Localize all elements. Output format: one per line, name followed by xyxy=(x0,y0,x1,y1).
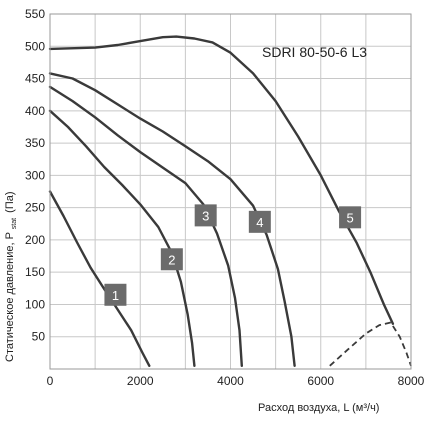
y-axis-title-unit: (Па) xyxy=(4,191,16,212)
y-tick-label: 50 xyxy=(32,330,46,344)
curve-4 xyxy=(48,72,296,367)
y-tick-label: 500 xyxy=(25,39,45,53)
y-tick-label: 450 xyxy=(25,72,45,86)
curve-5 xyxy=(48,35,395,325)
y-tick-label: 200 xyxy=(25,233,45,247)
x-axis-title-text: Расход воздуха, L (м³/ч) xyxy=(258,402,379,414)
y-tick-label: 300 xyxy=(25,168,45,182)
curve-label-text: 1 xyxy=(112,288,119,303)
x-tick-label: 6000 xyxy=(307,374,334,388)
y-tick-labels: 50 100 150 200 250 300 350 400 450 500 550 xyxy=(25,7,45,344)
curve-label-badge xyxy=(104,283,127,306)
x-tick-label: 0 xyxy=(47,374,54,388)
y-tick-label: 100 xyxy=(25,297,45,311)
y-axis-title: Статическое давление, P stat (Па) xyxy=(4,191,19,362)
x-tick-labels: 0 2000 4000 6000 8000 xyxy=(47,374,425,388)
y-axis-title-sub: stat xyxy=(11,218,18,229)
curve-label-text: 2 xyxy=(168,252,175,267)
curve-label-badge xyxy=(248,210,271,233)
limit-curve xyxy=(329,321,412,367)
y-axis-title-main: Статическое давление, P xyxy=(4,232,16,362)
y-tick-label: 550 xyxy=(25,7,45,21)
x-tick-label: 8000 xyxy=(398,374,425,388)
curve-3 xyxy=(48,85,243,367)
limit-curve-line xyxy=(329,321,412,367)
curve-label-text: 4 xyxy=(256,215,263,230)
x-axis-title: Расход воздуха, L (м³/ч) xyxy=(258,402,379,414)
y-tick-label: 150 xyxy=(25,265,45,279)
curve-labels: 1 2 3 4 5 xyxy=(104,204,362,306)
model-label: SDRI 80-50-6 L3 xyxy=(262,44,367,60)
y-tick-label: 250 xyxy=(25,201,45,215)
curve-label-text: 3 xyxy=(202,208,209,223)
y-tick-label: 400 xyxy=(25,104,45,118)
curve-label-badge xyxy=(160,248,183,271)
curve-label-badge xyxy=(339,206,362,229)
plot-frame xyxy=(49,13,412,370)
curve-2 xyxy=(48,109,196,367)
curve-label-badge xyxy=(194,204,217,227)
x-tick-label: 4000 xyxy=(217,374,244,388)
x-tick-label: 2000 xyxy=(127,374,154,388)
curve-1 xyxy=(48,190,151,367)
y-tick-label: 350 xyxy=(25,136,45,150)
curve-label-text: 5 xyxy=(346,210,353,225)
curves xyxy=(48,35,395,367)
